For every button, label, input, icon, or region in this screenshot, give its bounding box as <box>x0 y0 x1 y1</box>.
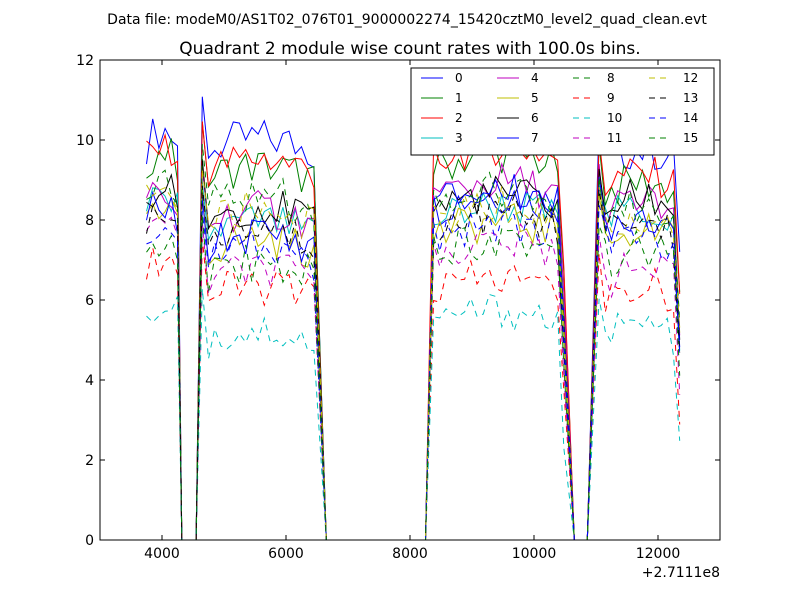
x-offset-label: +2.7111e8 <box>642 565 720 581</box>
series-line-3 <box>146 182 681 540</box>
legend-label-12: 12 <box>683 71 698 85</box>
series-line-12 <box>146 169 681 540</box>
series-line-15 <box>146 215 681 540</box>
legend-label-5: 5 <box>531 91 539 105</box>
x-tick-label: 12000 <box>636 546 681 562</box>
legend-label-10: 10 <box>607 111 622 125</box>
legend-label-15: 15 <box>683 131 698 145</box>
series-line-0 <box>146 96 681 540</box>
y-tick-label: 2 <box>85 453 94 469</box>
y-tick-label: 12 <box>76 53 94 69</box>
legend-label-7: 7 <box>531 131 539 145</box>
suptitle: Data file: modeM0/AS1T02_076T01_90000022… <box>107 12 707 28</box>
legend-label-4: 4 <box>531 71 539 85</box>
legend-label-8: 8 <box>607 71 615 85</box>
x-tick-label: 4000 <box>144 546 180 562</box>
legend-label-14: 14 <box>683 111 698 125</box>
legend-label-11: 11 <box>607 131 622 145</box>
x-tick-label: 10000 <box>512 546 557 562</box>
y-tick-label: 10 <box>76 133 94 149</box>
series-line-9 <box>146 238 681 540</box>
series-layer <box>146 96 681 540</box>
series-line-13 <box>146 185 681 540</box>
chart-title: Quadrant 2 module wise count rates with … <box>179 39 640 59</box>
series-line-2 <box>146 121 681 540</box>
series-line-7 <box>146 174 681 540</box>
x-tick-label: 6000 <box>268 546 304 562</box>
series-line-10 <box>146 288 681 540</box>
series-line-6 <box>146 158 681 540</box>
legend-label-9: 9 <box>607 91 615 105</box>
y-tick-label: 0 <box>85 533 94 549</box>
x-tick-label: 8000 <box>392 546 428 562</box>
y-tick-label: 4 <box>85 373 94 389</box>
legend-label-0: 0 <box>455 71 463 85</box>
legend-label-3: 3 <box>455 131 463 145</box>
series-line-1 <box>146 121 681 540</box>
series-line-14 <box>146 205 681 540</box>
legend-label-1: 1 <box>455 91 463 105</box>
y-tick-label: 6 <box>85 293 94 309</box>
series-line-11 <box>146 216 681 540</box>
series-line-8 <box>146 144 681 540</box>
legend-label-2: 2 <box>455 111 463 125</box>
series-line-5 <box>146 188 681 540</box>
legend-box <box>410 67 715 156</box>
y-tick-label: 8 <box>85 213 94 229</box>
legend-label-13: 13 <box>683 91 698 105</box>
legend-label-6: 6 <box>531 111 539 125</box>
series-line-4 <box>146 162 681 540</box>
